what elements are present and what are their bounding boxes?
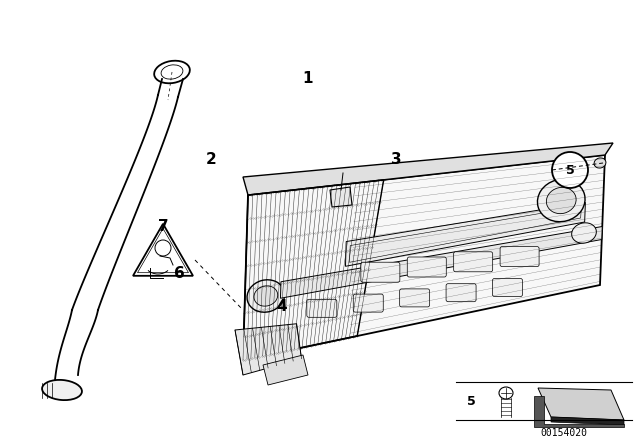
Text: 3: 3	[392, 151, 402, 167]
FancyBboxPatch shape	[353, 294, 383, 312]
Text: 2: 2	[206, 151, 216, 167]
FancyBboxPatch shape	[500, 246, 539, 267]
FancyBboxPatch shape	[454, 252, 493, 272]
Polygon shape	[346, 202, 586, 266]
Ellipse shape	[572, 223, 596, 243]
Text: 7: 7	[158, 219, 168, 234]
FancyBboxPatch shape	[493, 279, 522, 297]
Ellipse shape	[247, 280, 285, 312]
Text: 5: 5	[467, 395, 476, 408]
Text: 1: 1	[302, 71, 312, 86]
Ellipse shape	[254, 286, 278, 306]
Polygon shape	[263, 355, 308, 385]
Polygon shape	[235, 324, 301, 375]
Polygon shape	[243, 143, 613, 195]
Text: 6: 6	[174, 266, 184, 281]
Polygon shape	[538, 388, 624, 420]
FancyBboxPatch shape	[446, 284, 476, 302]
FancyBboxPatch shape	[399, 289, 429, 307]
FancyBboxPatch shape	[307, 299, 337, 317]
Ellipse shape	[594, 158, 606, 168]
Text: 00154020: 00154020	[541, 428, 588, 438]
Text: 5: 5	[566, 164, 574, 177]
FancyBboxPatch shape	[361, 262, 400, 282]
Polygon shape	[534, 396, 624, 427]
Ellipse shape	[42, 380, 82, 400]
Circle shape	[552, 152, 588, 188]
Ellipse shape	[547, 187, 576, 214]
Text: 4: 4	[276, 299, 287, 314]
FancyBboxPatch shape	[407, 257, 446, 277]
Polygon shape	[243, 155, 605, 360]
Polygon shape	[551, 417, 624, 425]
Polygon shape	[330, 187, 352, 207]
Polygon shape	[280, 227, 602, 298]
Ellipse shape	[538, 179, 585, 222]
